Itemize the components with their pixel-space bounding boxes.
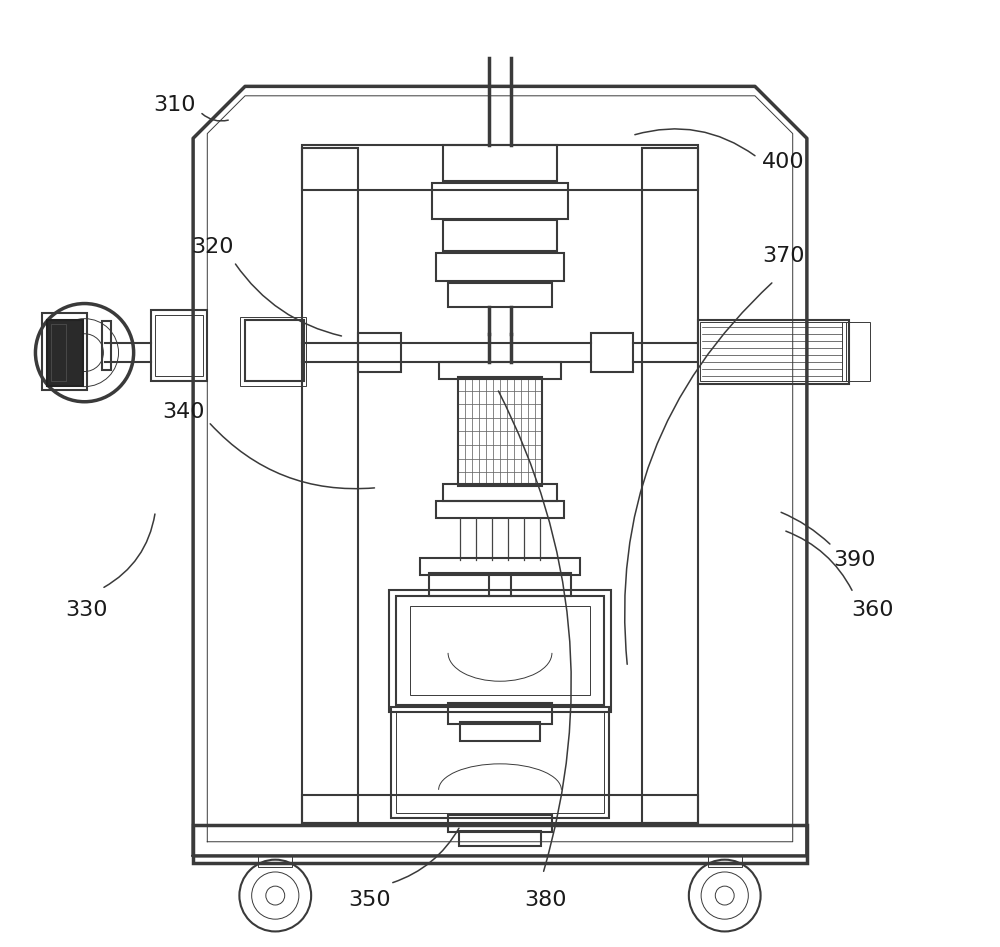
Text: 380: 380 bbox=[524, 890, 567, 910]
Bar bbox=[700, 322, 846, 381]
Bar bbox=[439, 362, 561, 379]
Bar bbox=[193, 825, 807, 863]
Bar bbox=[358, 332, 401, 372]
Text: 370: 370 bbox=[762, 246, 805, 266]
Bar bbox=[47, 319, 83, 385]
Bar bbox=[842, 322, 870, 381]
Bar bbox=[389, 590, 611, 712]
Text: 360: 360 bbox=[852, 600, 894, 620]
Text: 310: 310 bbox=[153, 96, 195, 116]
Bar bbox=[443, 484, 557, 501]
Text: 400: 400 bbox=[762, 152, 805, 172]
Bar bbox=[258, 856, 292, 867]
Bar bbox=[302, 148, 358, 823]
Bar bbox=[42, 313, 87, 390]
Bar bbox=[642, 148, 698, 823]
Text: 330: 330 bbox=[65, 600, 108, 620]
Bar bbox=[448, 283, 552, 308]
Bar bbox=[436, 501, 564, 518]
Bar bbox=[396, 597, 604, 705]
Bar bbox=[245, 319, 304, 381]
Bar bbox=[410, 606, 590, 695]
Bar bbox=[459, 831, 541, 847]
Bar bbox=[391, 706, 609, 818]
Bar bbox=[420, 558, 580, 575]
Text: 390: 390 bbox=[833, 550, 875, 570]
Bar bbox=[460, 722, 540, 741]
Bar bbox=[708, 856, 742, 867]
Bar bbox=[302, 145, 698, 190]
Bar bbox=[591, 332, 633, 372]
Bar bbox=[155, 314, 203, 376]
Bar bbox=[240, 316, 306, 385]
Bar bbox=[448, 815, 552, 832]
Bar bbox=[443, 145, 557, 181]
Bar bbox=[51, 324, 66, 381]
Bar bbox=[102, 320, 111, 369]
Bar bbox=[448, 703, 552, 724]
Bar bbox=[151, 311, 207, 381]
Text: 340: 340 bbox=[162, 402, 205, 422]
Bar bbox=[443, 221, 557, 251]
Bar bbox=[396, 711, 604, 813]
Bar bbox=[302, 795, 698, 823]
Bar bbox=[698, 319, 849, 384]
Text: 320: 320 bbox=[191, 237, 233, 257]
Bar bbox=[429, 573, 571, 597]
Bar bbox=[432, 183, 568, 219]
Text: 350: 350 bbox=[348, 890, 391, 910]
Bar bbox=[436, 253, 564, 281]
Bar bbox=[458, 377, 542, 486]
